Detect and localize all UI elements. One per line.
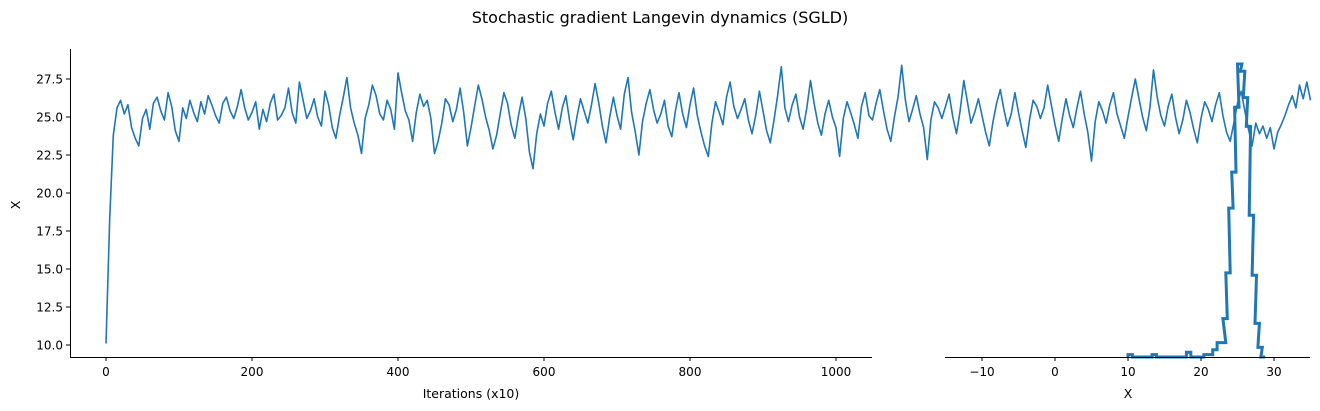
y-tick-label: 10.0 xyxy=(36,339,63,353)
x-tick-label: 20 xyxy=(1193,365,1208,379)
x-tick-label: 0 xyxy=(1051,365,1059,379)
x-tick-label: 400 xyxy=(387,365,410,379)
trace-plot: 0 200 400 600 800 1000 10.012.515.017.520.022… xyxy=(8,49,1312,401)
trace-x-ticks: 0 200 400 600 800 1000 xyxy=(102,357,851,379)
x-tick-label: −10 xyxy=(969,365,994,379)
y-tick-label: 17.5 xyxy=(36,225,63,239)
trace-x-label: Iterations (x10) xyxy=(423,386,520,401)
trace-line xyxy=(105,64,1312,344)
x-tick-label: 200 xyxy=(241,365,264,379)
trace-y-label: X xyxy=(8,200,23,209)
y-tick-label: 25.0 xyxy=(36,111,63,125)
histogram-plot: −10 0 10 20 30 X xyxy=(945,62,1310,401)
y-tick-label: 15.0 xyxy=(36,263,63,277)
hist-x-label: X xyxy=(1124,386,1133,401)
y-tick-label: 20.0 xyxy=(36,187,63,201)
hist-x-ticks: −10 0 10 20 30 xyxy=(969,357,1282,379)
y-tick-label: 27.5 xyxy=(36,73,63,87)
x-tick-label: 30 xyxy=(1266,365,1281,379)
y-tick-label: 12.5 xyxy=(36,301,63,315)
y-tick-label: 22.5 xyxy=(36,149,63,163)
x-tick-label: 0 xyxy=(102,365,110,379)
x-tick-label: 10 xyxy=(1120,365,1135,379)
x-tick-label: 600 xyxy=(533,365,556,379)
x-tick-label: 1000 xyxy=(821,365,852,379)
trace-y-ticks: 10.0 12.5 15.0 17.5 20.0 22.5 25.0 27.5 xyxy=(36,73,70,353)
x-tick-label: 800 xyxy=(679,365,702,379)
figure-title: Stochastic gradient Langevin dynamics (S… xyxy=(471,8,849,27)
